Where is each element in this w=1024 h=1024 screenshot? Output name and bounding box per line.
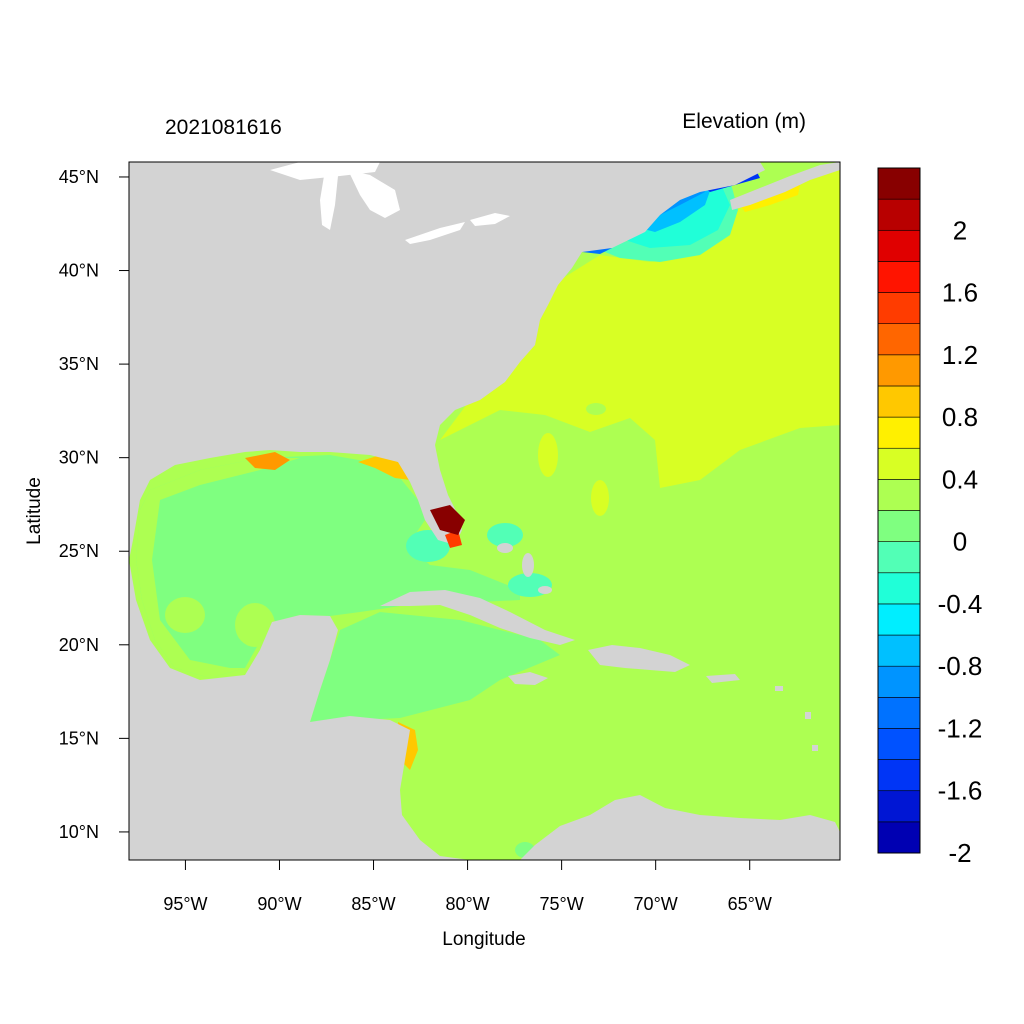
plot-frame bbox=[128, 161, 841, 861]
ocean-louisiana-surge bbox=[245, 452, 290, 470]
x-tick-label: 80°W bbox=[445, 894, 489, 914]
colorbar: 2 1.6 1.2 0.8 0.4 0 -0.4 -0.8 -1.2 -1.6 -2 bbox=[877, 167, 983, 868]
land-puerto-rico bbox=[706, 674, 740, 683]
colorbar-swatch bbox=[877, 603, 921, 636]
colorbar-swatch bbox=[877, 385, 921, 418]
colorbar-swatch bbox=[877, 541, 921, 574]
colorbar-label: -0.4 bbox=[938, 589, 983, 619]
ocean-atlantic-positive-band bbox=[440, 162, 840, 488]
ocean-patch bbox=[538, 433, 558, 477]
y-tick-label: 30°N bbox=[59, 448, 99, 468]
ocean-patch bbox=[165, 597, 205, 633]
colorbar-swatch bbox=[877, 821, 921, 854]
land-island bbox=[812, 745, 818, 751]
ocean-patch bbox=[586, 403, 606, 415]
colorbar-label: -1.6 bbox=[938, 776, 983, 806]
colorbar-frame bbox=[877, 167, 921, 854]
colorbar-swatch bbox=[877, 759, 921, 792]
lake-erie bbox=[405, 222, 465, 244]
lake-michigan bbox=[320, 170, 338, 230]
y-axis: 45°N 40°N 35°N 30°N 25°N 20°N 15°N 10°N bbox=[59, 167, 129, 842]
colorbar-label: 0.8 bbox=[942, 402, 978, 432]
y-tick-label: 45°N bbox=[59, 167, 99, 187]
ocean-patch bbox=[235, 603, 275, 647]
land-nova-scotia bbox=[730, 162, 840, 210]
colorbar-swatch bbox=[877, 198, 921, 231]
x-tick-label: 70°W bbox=[634, 894, 678, 914]
colorbar-swatch bbox=[877, 634, 921, 667]
land-mexico-central-america bbox=[129, 560, 470, 860]
land-hispaniola bbox=[588, 645, 690, 672]
colorbar-swatch bbox=[877, 697, 921, 729]
land-island bbox=[805, 712, 811, 719]
colorbar-label: -1.2 bbox=[938, 713, 983, 743]
map-area bbox=[129, 162, 840, 860]
y-tick-label: 35°N bbox=[59, 354, 99, 374]
colorbar-label: 1.2 bbox=[942, 340, 978, 370]
y-tick-label: 20°N bbox=[59, 635, 99, 655]
colorbar-swatch bbox=[877, 728, 921, 760]
title-right: Elevation (m) bbox=[682, 110, 806, 133]
x-tick-label: 95°W bbox=[163, 894, 207, 914]
land-cuba bbox=[380, 590, 575, 645]
land-florida-sw-surge bbox=[430, 505, 465, 535]
colorbar-swatch bbox=[877, 229, 921, 262]
y-tick-label: 40°N bbox=[59, 261, 99, 281]
title-left: 2021081616 bbox=[165, 116, 282, 139]
ocean-patch bbox=[487, 523, 523, 547]
colorbar-label: -2 bbox=[948, 838, 971, 868]
ocean-gulf-of-mexico bbox=[136, 455, 520, 678]
colorbar-swatch bbox=[877, 354, 921, 387]
colorbar-swatch bbox=[877, 479, 921, 511]
colorbar-swatch bbox=[877, 572, 921, 605]
colorbar-label: 2 bbox=[953, 215, 967, 245]
x-axis-label: Longitude bbox=[442, 929, 525, 950]
colorbar-label: -0.8 bbox=[938, 651, 983, 681]
land-bahamas bbox=[538, 586, 552, 594]
colorbar-swatch bbox=[877, 447, 921, 480]
colorbar-swatch bbox=[877, 416, 921, 449]
ocean-apalachee-surge bbox=[358, 455, 410, 480]
colorbar-swatch bbox=[877, 167, 921, 200]
colorbar-swatch bbox=[877, 510, 921, 542]
land-island bbox=[775, 686, 783, 691]
lake-huron bbox=[348, 170, 400, 218]
colorbar-swatch bbox=[877, 323, 921, 356]
x-tick-label: 90°W bbox=[257, 894, 301, 914]
colorbar-label: 1.6 bbox=[942, 278, 978, 308]
lake-ontario bbox=[470, 213, 510, 226]
land-jamaica bbox=[508, 672, 548, 685]
x-tick-label: 75°W bbox=[540, 894, 584, 914]
land-south-america bbox=[520, 795, 840, 860]
land-north-america bbox=[129, 162, 765, 560]
x-tick-label: 85°W bbox=[351, 894, 395, 914]
colorbar-swatch bbox=[877, 665, 921, 698]
land-bahamas bbox=[497, 543, 513, 553]
y-tick-label: 15°N bbox=[59, 728, 99, 748]
colorbar-swatch bbox=[877, 292, 921, 324]
colorbar-label: 0 bbox=[953, 527, 967, 557]
colorbar-swatch bbox=[877, 261, 921, 293]
ocean-caribbean bbox=[310, 612, 560, 722]
y-tick-label: 25°N bbox=[59, 541, 99, 561]
y-tick-label: 10°N bbox=[59, 822, 99, 842]
colorbar-label: 0.4 bbox=[942, 464, 978, 494]
colorbar-swatch bbox=[877, 790, 921, 823]
land-bahamas bbox=[522, 553, 534, 577]
x-tick-label: 65°W bbox=[728, 894, 772, 914]
x-axis: 95°W 90°W 85°W 80°W 75°W 70°W 65°W bbox=[163, 860, 772, 914]
y-axis-label: Latitude bbox=[24, 477, 45, 545]
ocean-patch bbox=[591, 480, 609, 516]
